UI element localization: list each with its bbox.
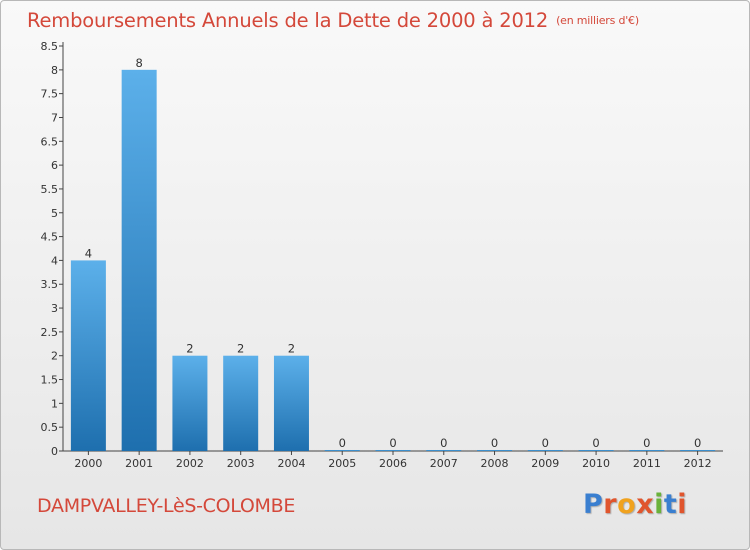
logo-letter: r [603,489,618,520]
y-tick-label: 3.5 [41,278,59,291]
logo-letter: o [617,489,637,520]
data-label: 2 [186,342,193,356]
title-unit: (en milliers d'€) [556,14,639,27]
data-label: 0 [491,436,498,450]
proxiti-logo: Proxiti [583,489,687,520]
y-tick-label: 1 [51,397,58,410]
bar [375,450,411,451]
x-tick-label: 2010 [582,457,610,470]
bars: 4 8 2 2 2 0 0 0 0 0 0 0 0 [70,56,716,451]
x-tick-label: 2001 [125,457,153,470]
y-tick-label: 2 [51,350,58,363]
data-label: 2 [288,342,295,356]
bar [680,450,716,451]
bar [629,450,665,451]
logo-letter: x [636,489,655,520]
y-tick-label: 4.5 [41,231,59,244]
data-label: 4 [85,246,92,260]
bar [426,450,462,451]
x-tick-label: 2012 [684,457,712,470]
logo-letter: i [654,489,664,520]
logo-letter: t [663,489,678,520]
logo-letter: i [677,489,688,520]
x-tick-label: 2002 [176,457,204,470]
y-tick-label: 5.5 [41,183,59,196]
y-tick-label: 0 [51,445,58,458]
bar [477,450,513,451]
bar [527,450,563,451]
x-tick-label: 2007 [430,457,458,470]
y-tick-label: 7 [51,111,58,124]
data-label: 8 [135,56,142,70]
bar [273,355,309,451]
y-tick-label: 3 [51,302,58,315]
chart-title: Remboursements Annuels de la Dette de 20… [27,9,639,32]
data-label: 0 [339,436,346,450]
x-tick-label: 2011 [633,457,661,470]
y-tick-label: 1.5 [41,374,59,387]
data-label: 0 [592,436,599,450]
x-tick-label: 2004 [277,457,305,470]
x-tick-label: 2005 [328,457,356,470]
bar [578,450,614,451]
y-tick-label: 5 [51,207,58,220]
y-tick-label: 2.5 [41,326,59,339]
data-label: 0 [643,436,650,450]
y-tick-label: 6 [51,159,58,172]
y-tick-label: 8.5 [41,40,59,53]
data-label: 0 [440,436,447,450]
x-tick-label: 2000 [74,457,102,470]
data-label: 0 [389,436,396,450]
title-text: Remboursements Annuels de la Dette de 20… [27,9,549,32]
data-label: 2 [237,342,244,356]
x-tick-label: 2006 [379,457,407,470]
y-axis: 0 0.5 1 1.5 2 2.5 3 3.5 4 4.5 5 5.5 6 6.5 7 7.5 8 8.5 [41,40,64,458]
y-tick-label: 0.5 [41,421,59,434]
y-tick-label: 6.5 [41,135,59,148]
x-tick-label: 2009 [531,457,559,470]
x-axis: 2000 2001 2002 2003 2004 2005 2006 2007 2008 2009… [63,450,723,470]
bar [121,69,157,451]
bar [70,260,106,451]
y-tick-label: 7.5 [41,88,59,101]
x-tick-label: 2003 [227,457,255,470]
logo-letter: P [583,489,604,520]
bar [172,355,208,451]
data-label: 0 [694,436,701,450]
bar [223,355,259,451]
data-label: 0 [542,436,549,450]
y-tick-label: 4 [51,254,58,267]
bar [324,450,360,451]
y-tick-label: 8 [51,64,58,77]
x-tick-label: 2008 [481,457,509,470]
commune-name: DAMPVALLEY-LèS-COLOMBE [37,495,296,517]
